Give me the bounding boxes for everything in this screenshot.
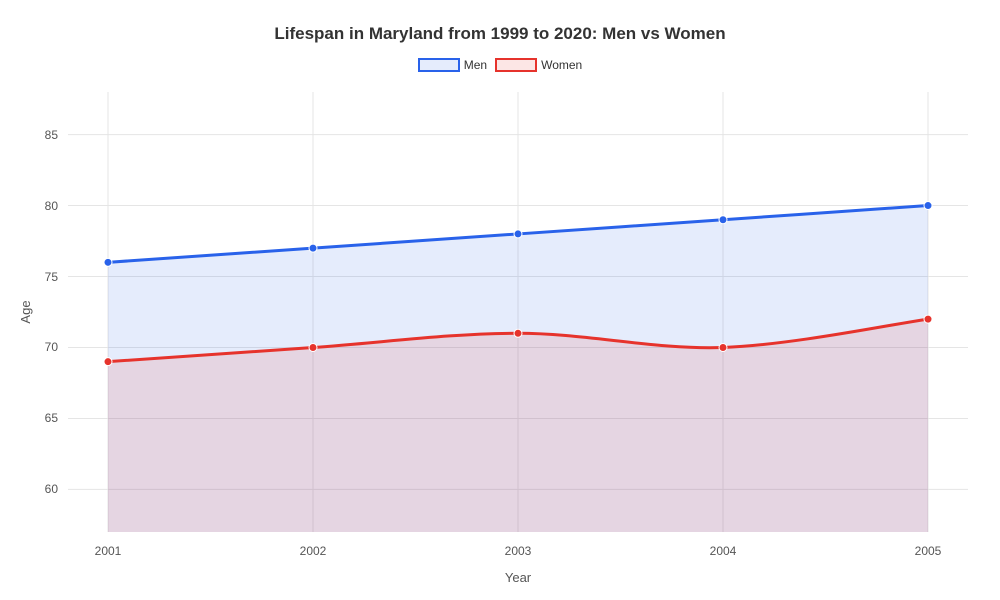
y-tick-label: 60 [45,482,58,496]
legend-item-women[interactable]: Women [495,58,582,72]
x-tick-label: 2002 [300,544,327,558]
legend-swatch-men [418,58,460,72]
chart-container: Lifespan in Maryland from 1999 to 2020: … [0,0,1000,600]
y-tick-label: 85 [45,128,58,142]
y-tick-label: 75 [45,270,58,284]
legend-swatch-women [495,58,537,72]
legend-item-men[interactable]: Men [418,58,487,72]
x-tick-label: 2003 [505,544,532,558]
plot-svg [68,92,968,532]
y-tick-label: 80 [45,199,58,213]
x-tick-label: 2001 [95,544,122,558]
x-tick-label: 2005 [915,544,942,558]
x-tick-label: 2004 [710,544,737,558]
chart-title: Lifespan in Maryland from 1999 to 2020: … [0,24,1000,44]
legend-label-women: Women [541,58,582,72]
legend-label-men: Men [464,58,487,72]
y-tick-label: 65 [45,411,58,425]
x-axis-label: Year [505,570,531,585]
plot-area [68,92,968,532]
y-tick-label: 70 [45,340,58,354]
y-axis-label: Age [18,300,33,323]
legend: Men Women [0,58,1000,72]
